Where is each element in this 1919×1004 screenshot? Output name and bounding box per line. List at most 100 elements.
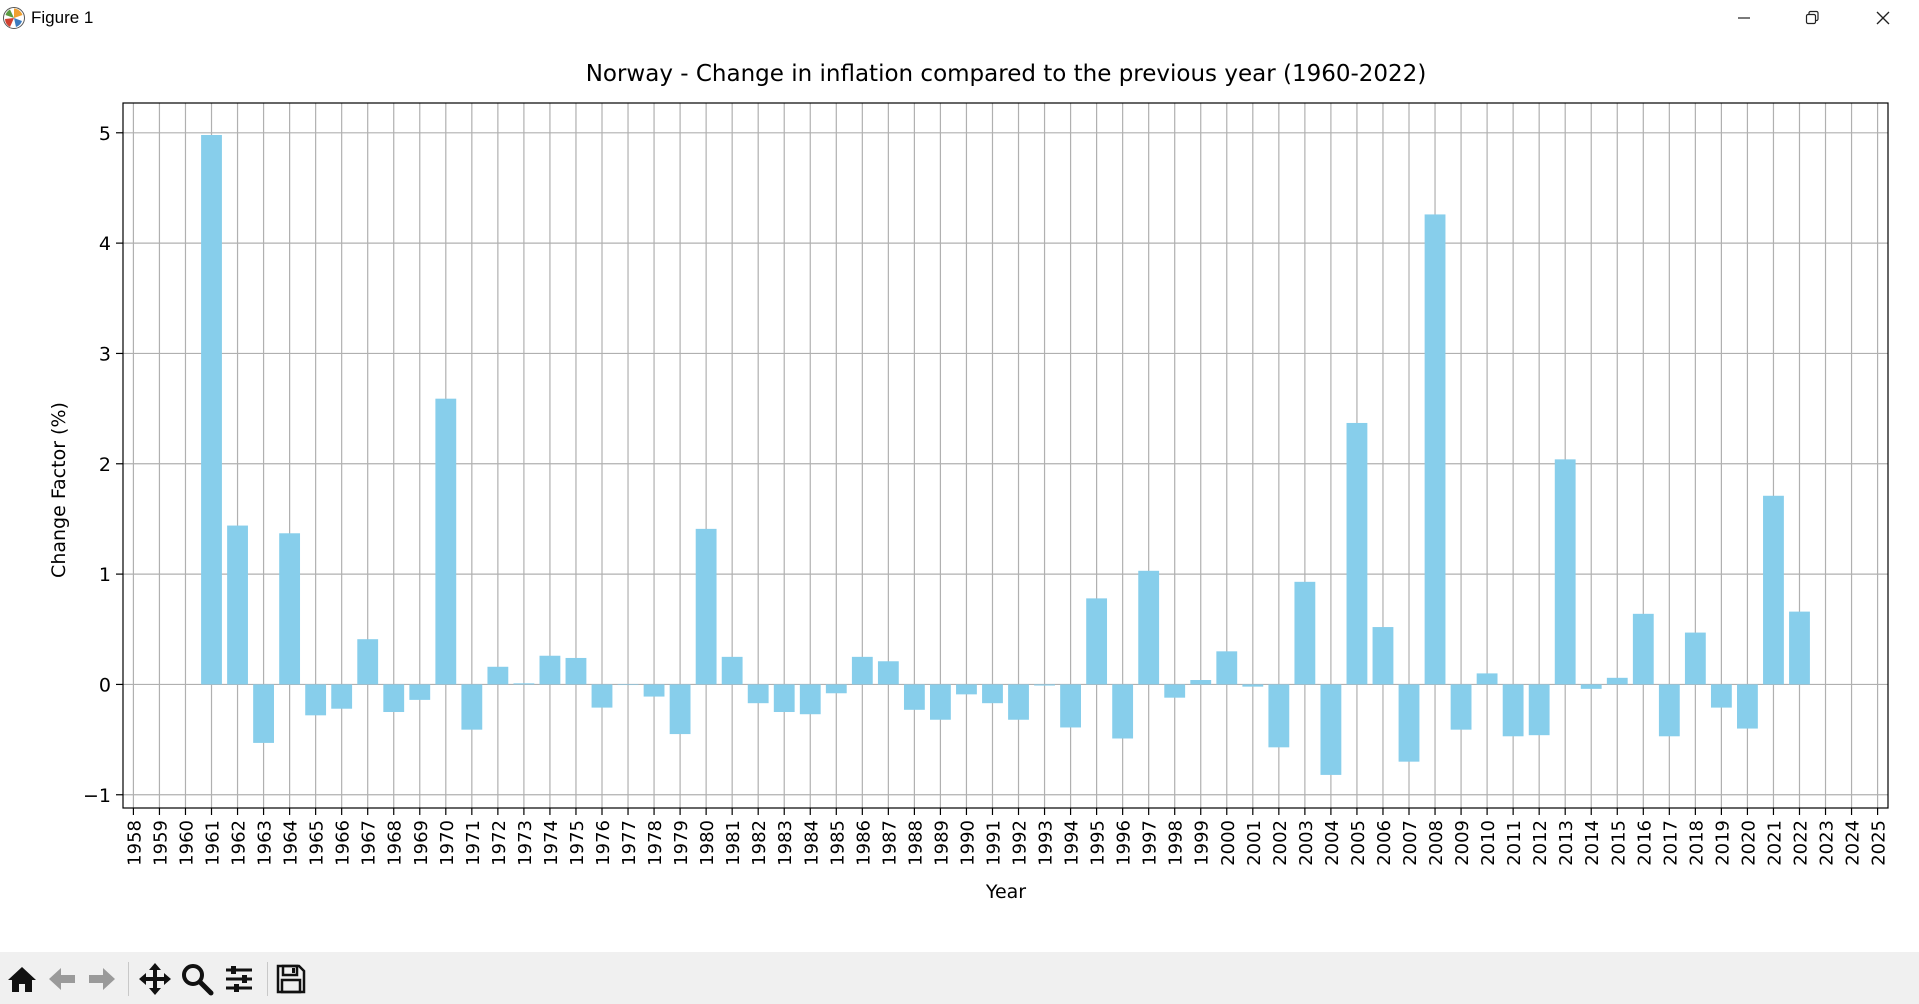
home-button[interactable] bbox=[3, 960, 41, 998]
minimize-button[interactable] bbox=[1710, 0, 1778, 35]
zoom-icon bbox=[182, 964, 214, 996]
x-tick-label: 1974 bbox=[541, 820, 562, 866]
bar-1977 bbox=[617, 684, 639, 686]
y-axis-label: Change Factor (%) bbox=[48, 402, 70, 578]
close-button[interactable] bbox=[1849, 0, 1917, 35]
bar-1982 bbox=[747, 684, 769, 704]
configure-subplots-icon bbox=[226, 966, 252, 992]
bar-1984 bbox=[799, 684, 821, 715]
bar-2018 bbox=[1684, 632, 1706, 685]
x-tick-label: 1998 bbox=[1166, 820, 1187, 866]
bar-1975 bbox=[565, 657, 587, 685]
x-tick-label: 1961 bbox=[203, 820, 224, 866]
y-axis-ticks: −1 0 1 2 3 4 5 bbox=[83, 123, 123, 807]
toolbar-separator bbox=[128, 962, 129, 996]
bar-1973 bbox=[513, 683, 535, 685]
bar-1967 bbox=[357, 639, 379, 685]
bar-1995 bbox=[1086, 598, 1108, 685]
bar-2000 bbox=[1216, 651, 1238, 685]
x-tick-label: 1996 bbox=[1114, 820, 1135, 866]
bar-1991 bbox=[982, 684, 1003, 704]
x-tick-label: 1958 bbox=[124, 820, 145, 866]
x-tick-label: 1980 bbox=[697, 820, 718, 866]
chart-title: Norway - Change in inflation compared to… bbox=[586, 61, 1427, 87]
bar-2017 bbox=[1658, 684, 1680, 737]
bar-1970 bbox=[435, 398, 457, 685]
x-tick-label: 2020 bbox=[1738, 820, 1759, 866]
bar-2015 bbox=[1606, 677, 1628, 685]
x-tick-label: 1988 bbox=[905, 820, 926, 866]
x-tick-label: 1969 bbox=[411, 820, 432, 866]
bar-2011 bbox=[1502, 684, 1524, 737]
bar-2019 bbox=[1710, 684, 1732, 708]
bar-1993 bbox=[1034, 684, 1055, 686]
x-tick-label: 1983 bbox=[775, 820, 796, 866]
x-tick-label: 2012 bbox=[1530, 820, 1551, 866]
x-tick-label: 1962 bbox=[229, 820, 250, 866]
bar-2016 bbox=[1632, 613, 1654, 685]
x-tick-label: 1985 bbox=[827, 820, 848, 866]
x-tick-label: 1971 bbox=[463, 820, 484, 866]
bar-1963 bbox=[253, 684, 274, 743]
y-tick-label: 4 bbox=[99, 233, 111, 255]
bar-1999 bbox=[1190, 680, 1212, 685]
matplotlib-icon bbox=[3, 7, 25, 29]
bar-1974 bbox=[539, 655, 561, 685]
bar-1980 bbox=[695, 528, 717, 685]
forward-button[interactable] bbox=[83, 960, 121, 998]
close-icon bbox=[1876, 11, 1890, 24]
bar-2012 bbox=[1528, 684, 1550, 736]
navigation-toolbar bbox=[0, 952, 1919, 1004]
axes-frame bbox=[122, 102, 1889, 809]
zoom-button[interactable] bbox=[178, 960, 216, 998]
x-tick-label: 2024 bbox=[1843, 820, 1864, 866]
bar-1994 bbox=[1060, 684, 1081, 728]
x-tick-label: 2000 bbox=[1218, 820, 1239, 866]
figure-canvas[interactable]: −1 0 1 2 3 4 5 1958 1959 1960 1961 1962 1963 1964 196… bbox=[0, 35, 1919, 952]
x-tick-label: 1977 bbox=[619, 820, 640, 866]
bar-2005 bbox=[1346, 422, 1368, 685]
x-tick-label: 1967 bbox=[359, 820, 380, 866]
x-tick-label: 2008 bbox=[1426, 820, 1447, 866]
x-tick-label: 1999 bbox=[1192, 820, 1213, 866]
bar-1988 bbox=[903, 684, 925, 710]
x-tick-label: 1979 bbox=[671, 820, 692, 866]
x-axis-label: Year bbox=[985, 881, 1026, 903]
bar-1962 bbox=[227, 525, 248, 685]
x-tick-label: 2003 bbox=[1296, 820, 1317, 866]
x-tick-label: 1959 bbox=[150, 820, 171, 866]
bar-1992 bbox=[1008, 684, 1029, 720]
x-tick-label: 1981 bbox=[723, 820, 744, 866]
x-tick-label: 1964 bbox=[281, 820, 302, 866]
x-tick-label: 2025 bbox=[1869, 820, 1890, 866]
x-tick-label: 2013 bbox=[1556, 820, 1577, 866]
bar-1990 bbox=[956, 684, 977, 695]
x-tick-label: 2016 bbox=[1634, 820, 1655, 866]
bar-2006 bbox=[1372, 627, 1394, 685]
x-tick-label: 1975 bbox=[567, 820, 588, 866]
x-tick-label: 1993 bbox=[1036, 820, 1057, 866]
x-tick-label: 2004 bbox=[1322, 820, 1343, 866]
bar-2004 bbox=[1320, 684, 1342, 775]
configure-subplots-button[interactable] bbox=[220, 960, 258, 998]
x-tick-label: 2021 bbox=[1764, 820, 1785, 866]
x-tick-label: 2006 bbox=[1374, 820, 1395, 866]
bars bbox=[201, 134, 1810, 775]
x-tick-label: 2009 bbox=[1452, 820, 1473, 866]
restore-button[interactable] bbox=[1778, 0, 1846, 35]
y-tick-label: −1 bbox=[83, 785, 111, 807]
y-tick-label: 1 bbox=[99, 564, 111, 586]
save-button[interactable] bbox=[272, 960, 310, 998]
bar-1976 bbox=[591, 684, 613, 708]
bar-1969 bbox=[409, 684, 431, 700]
pan-button[interactable] bbox=[136, 960, 174, 998]
x-tick-label: 2022 bbox=[1790, 820, 1811, 866]
x-tick-label: 1994 bbox=[1062, 820, 1083, 866]
back-button[interactable] bbox=[43, 960, 81, 998]
x-tick-label: 2010 bbox=[1478, 820, 1499, 866]
bar-1985 bbox=[825, 684, 847, 694]
bar-2009 bbox=[1450, 684, 1472, 730]
x-tick-label: 2002 bbox=[1270, 820, 1291, 866]
forward-arrow-icon bbox=[89, 968, 115, 990]
